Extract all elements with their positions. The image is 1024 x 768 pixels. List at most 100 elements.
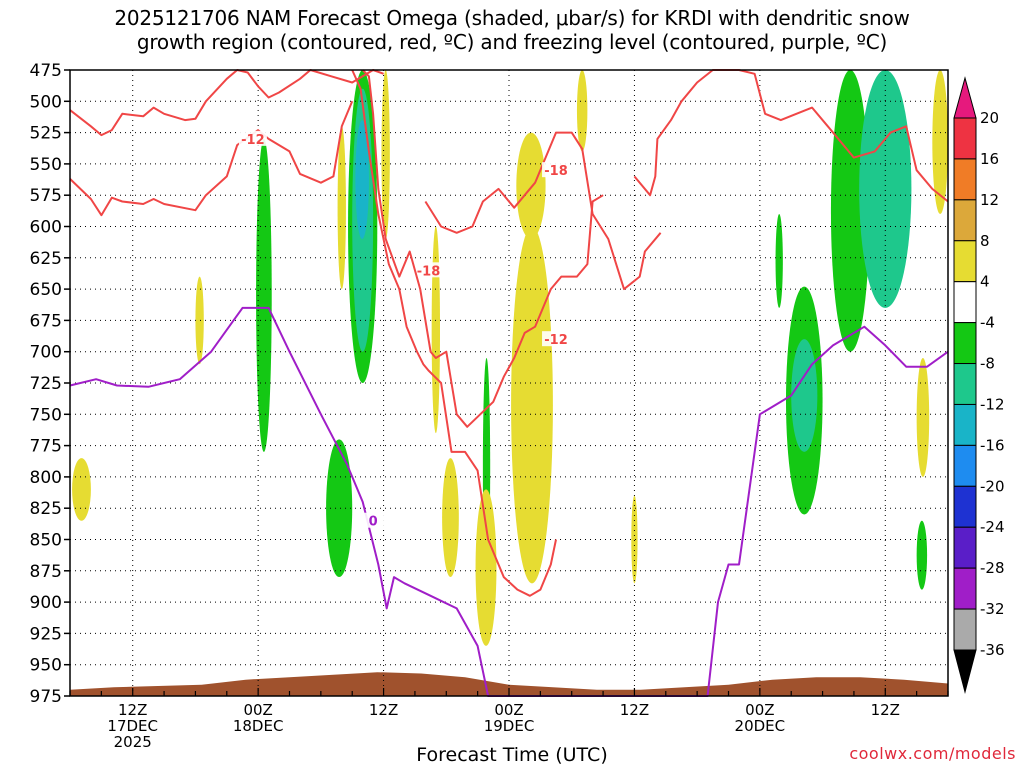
contour-line-1	[69, 100, 354, 217]
y-tick-label-825: 825	[30, 499, 62, 519]
contour-label-bg-4	[542, 162, 571, 178]
omega-region-3	[355, 120, 369, 240]
contour-label-bg-2	[414, 262, 443, 278]
omega-region-14	[431, 226, 441, 434]
colorbar-label-11: -28	[980, 559, 1005, 577]
ground-layer	[70, 672, 948, 696]
contour-line-5	[633, 69, 949, 203]
omega-region-22	[631, 495, 638, 584]
colorbar-bin-9	[953, 485, 977, 528]
y-tick-label-575: 575	[30, 186, 62, 206]
y-tick-label-675: 675	[30, 311, 62, 331]
y-tick-label-650: 650	[30, 280, 62, 300]
colorbar-label-1: 16	[980, 150, 999, 168]
colorbar-bin-8	[953, 444, 977, 487]
colorbar-bin-1	[953, 158, 977, 201]
contour-line-4	[424, 131, 662, 291]
contour-line-2	[351, 69, 557, 597]
axes-layer: 475 500 525 550 575 600 625 650 675 700 725 750 775 8…	[30, 61, 949, 751]
colorbar-label-6: -8	[980, 355, 995, 373]
colorbar-label-2: 12	[980, 191, 999, 209]
colorbar-top-arrow	[953, 76, 977, 119]
colorbar-label-4: 4	[980, 273, 990, 291]
contour-line-3	[361, 69, 604, 428]
colorbar-label-8: -16	[980, 436, 1005, 454]
x-tick-label-54-0: 12Z	[620, 701, 649, 719]
contour-label-bg-6	[359, 512, 388, 528]
x-tick-label-42-1: 19DEC	[484, 717, 535, 735]
x-tick-label-6-0: 12Z	[118, 701, 147, 719]
y-tick-label-800: 800	[30, 468, 62, 488]
omega-region-15	[516, 132, 546, 240]
contour-label-1: -12	[241, 133, 265, 148]
contour-label-6: 0	[369, 515, 378, 530]
omega-region-11	[916, 520, 928, 590]
colorbar-bin-10	[953, 526, 977, 569]
colorbar-bin-7	[953, 403, 977, 446]
omega-shading-layer	[72, 69, 948, 646]
colorbar-bin-6	[953, 363, 977, 405]
colorbar-label-12: -32	[980, 600, 1005, 618]
x-tick-label-18-1: 18DEC	[233, 717, 284, 735]
omega-region-13	[381, 69, 390, 240]
x-tick-label-6-1: 17DEC	[107, 717, 158, 735]
omega-region-17	[576, 70, 588, 152]
chart-title: 2025121706 NAM Forecast Omega (shaded, μ…	[0, 6, 1024, 54]
colorbar-bin-0	[953, 117, 977, 160]
omega-region-4	[326, 439, 353, 578]
x-tick-label-30-0: 12Z	[369, 701, 398, 719]
y-tick-label-775: 775	[30, 437, 62, 457]
colorbar-bottom-arrow	[953, 649, 977, 694]
chart-title-line-1: 2025121706 NAM Forecast Omega (shaded, μ…	[114, 6, 910, 30]
colorbar-label-7: -12	[980, 395, 1005, 413]
colorbar-bin-3	[953, 240, 977, 283]
y-tick-label-950: 950	[30, 656, 62, 676]
colorbar-label-3: 8	[980, 232, 990, 250]
colorbar: 20 16 12 8 4 -4 -8 -12 -16 -20 -24 -28 -32 -36	[953, 76, 1005, 694]
x-tick-label-42-0: 00Z	[494, 701, 523, 719]
y-tick-label-600: 600	[30, 218, 62, 238]
omega-region-18	[72, 458, 91, 521]
omega-region-21	[475, 489, 497, 646]
colorbar-bin-12	[953, 608, 977, 651]
colorbar-label-0: 20	[980, 109, 999, 127]
x-axis-title: Forecast Time (UTC)	[416, 744, 608, 766]
colorbar-bin-5	[953, 322, 977, 365]
chart-title-line-2: growth region (contoured, red, ºC) and f…	[136, 30, 888, 54]
y-tick-label-625: 625	[30, 249, 62, 269]
y-tick-label-850: 850	[30, 531, 62, 551]
omega-region-16	[511, 226, 553, 584]
omega-region-20	[442, 458, 459, 578]
contour-line-0	[69, 69, 384, 137]
y-tick-label-925: 925	[30, 624, 62, 644]
y-tick-label-550: 550	[30, 155, 62, 175]
y-tick-label-975: 975	[30, 687, 62, 707]
omega-region-6	[775, 213, 783, 308]
colorbar-bin-2	[953, 199, 977, 242]
y-tick-label-475: 475	[30, 61, 62, 81]
colorbar-label-13: -36	[980, 641, 1005, 659]
colorbar-bin-11	[953, 567, 977, 610]
y-tick-label-900: 900	[30, 593, 62, 613]
credit-link[interactable]: coolwx.com/models	[849, 744, 1016, 763]
y-tick-label-700: 700	[30, 343, 62, 363]
omega-region-19	[195, 276, 204, 365]
colorbar-label-9: -20	[980, 477, 1005, 495]
x-tick-label-78-0: 12Z	[871, 701, 900, 719]
contour-label-bg-1	[238, 130, 267, 146]
x-tick-label-66-0: 00Z	[745, 701, 774, 719]
y-tick-label-725: 725	[30, 374, 62, 394]
ground-terrain	[70, 672, 948, 696]
contour-label-bg-3	[542, 331, 571, 347]
y-tick-label-500: 500	[30, 92, 62, 112]
x-tick-label-66-1: 20DEC	[735, 717, 786, 735]
x-tick-label-18-0: 00Z	[243, 701, 272, 719]
colorbar-label-5: -4	[980, 314, 995, 332]
contour-label-4: -18	[544, 164, 568, 179]
omega-region-12	[337, 126, 346, 290]
y-tick-label-750: 750	[30, 405, 62, 425]
colorbar-label-10: -24	[980, 518, 1005, 536]
y-tick-label-525: 525	[30, 124, 62, 144]
omega-region-0	[256, 138, 272, 452]
